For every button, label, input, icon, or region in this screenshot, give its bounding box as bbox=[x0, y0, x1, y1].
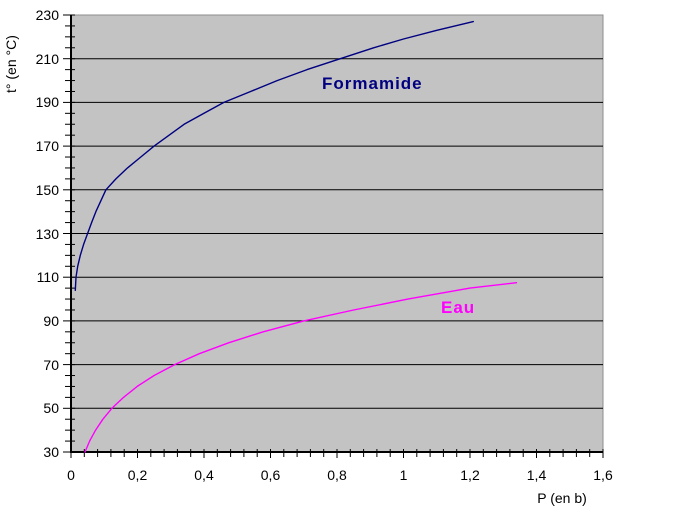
y-tick-label: 90 bbox=[43, 312, 59, 329]
x-tick-label: 0,4 bbox=[194, 467, 214, 483]
series-label-formamide: Formamide bbox=[322, 74, 423, 93]
y-tick-label: 110 bbox=[36, 269, 59, 286]
series-label-eau: Eau bbox=[441, 298, 476, 317]
x-tick-label: 0,2 bbox=[127, 467, 148, 483]
x-tick-label: 1,2 bbox=[460, 467, 480, 483]
y-tick-label: 30 bbox=[43, 444, 59, 460]
y-axis-title: t° (en °C) bbox=[3, 35, 19, 93]
y-tick-label: 150 bbox=[35, 181, 59, 198]
y-tick-label: 170 bbox=[35, 138, 59, 155]
y-tick-label: 190 bbox=[35, 94, 59, 111]
curve-eau bbox=[84, 282, 518, 453]
x-tick-label: 0,8 bbox=[327, 467, 347, 483]
x-tick-label: 1 bbox=[399, 467, 408, 483]
curve-formamide bbox=[74, 20, 474, 291]
x-tick-label: 1,6 bbox=[593, 467, 613, 483]
y-tick-label: 230 bbox=[35, 7, 59, 23]
x-tick-label: 1,4 bbox=[526, 467, 547, 483]
y-tick-label: 210 bbox=[35, 50, 59, 67]
x-tick-label: 0,6 bbox=[260, 467, 281, 483]
y-tick-label: 50 bbox=[43, 400, 59, 417]
x-tick-label: 0 bbox=[67, 467, 75, 483]
y-tick-label: 70 bbox=[43, 356, 59, 373]
x-axis-title: P (en b) bbox=[537, 490, 587, 506]
y-tick-label: 130 bbox=[35, 225, 59, 242]
